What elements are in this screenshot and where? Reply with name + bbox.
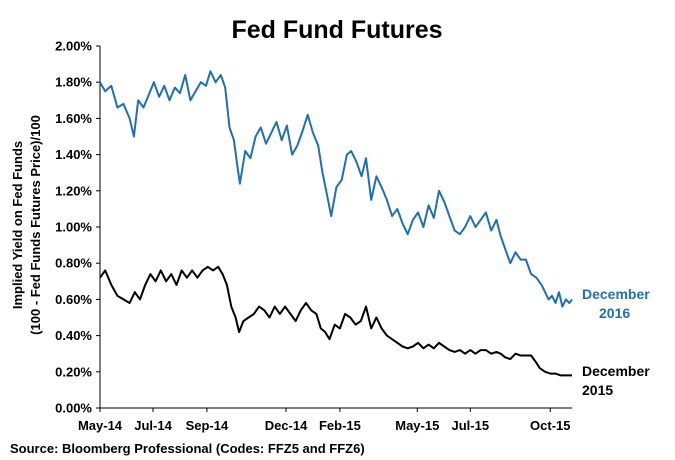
- chart-title: Fed Fund Futures: [231, 16, 442, 44]
- source-note: Source: Bloomberg Professional (Codes: F…: [10, 441, 365, 456]
- x-tick-labels: May-14 Jul-14 Sep-14 Dec-14 Feb-15 May-15 Jul-…: [78, 408, 571, 433]
- series-line-december-2015: [99, 265, 572, 377]
- x-tick-label: May-15: [395, 418, 439, 433]
- y-tick-label: 0.00%: [55, 401, 92, 416]
- legend-december-2016-line1: December: [582, 286, 650, 302]
- legend-december-2015-line1: December: [582, 363, 650, 379]
- series-lines: [99, 70, 573, 377]
- y-tick-label: 0.40%: [55, 328, 92, 343]
- legend-december-2015-line2: 2015: [582, 382, 613, 398]
- y-tick-label: 0.60%: [55, 292, 92, 307]
- x-tick-label: Jul-15: [452, 418, 490, 433]
- y-tick-label: 1.00%: [55, 220, 92, 235]
- y-tick-labels: 0.00% 0.20% 0.40% 0.60% 0.80% 1.00% 1.20% 1.40%…: [55, 39, 100, 416]
- y-axis-label-line2: (100 - Fed Funds Futures Price)/100: [28, 115, 43, 335]
- x-tick-label: Oct-15: [530, 418, 570, 433]
- x-tick-label: Dec-14: [265, 418, 308, 433]
- y-tick-label: 1.20%: [55, 183, 92, 198]
- x-tick-label: Sep-14: [186, 418, 229, 433]
- legend-december-2016: December 2016: [582, 286, 650, 321]
- legend-december-2015: December 2015: [582, 363, 650, 398]
- y-tick-label: 2.00%: [55, 39, 92, 54]
- y-tick-label: 1.60%: [55, 111, 92, 126]
- x-tick-label: May-14: [78, 418, 123, 433]
- y-tick-label: 1.80%: [55, 75, 92, 90]
- y-tick-label: 1.40%: [55, 147, 92, 162]
- legend-december-2016-line2: 2016: [599, 305, 630, 321]
- y-axis-label: Implied Yield on Fed Funds (100 - Fed Fu…: [10, 115, 43, 335]
- series-line-december-2016: [99, 70, 573, 308]
- x-tick-label: Jul-14: [134, 418, 172, 433]
- y-tick-label: 0.20%: [55, 364, 92, 379]
- y-tick-label: 0.80%: [55, 256, 92, 271]
- y-axis-label-line1: Implied Yield on Fed Funds: [10, 141, 25, 309]
- x-tick-label: Feb-15: [319, 418, 361, 433]
